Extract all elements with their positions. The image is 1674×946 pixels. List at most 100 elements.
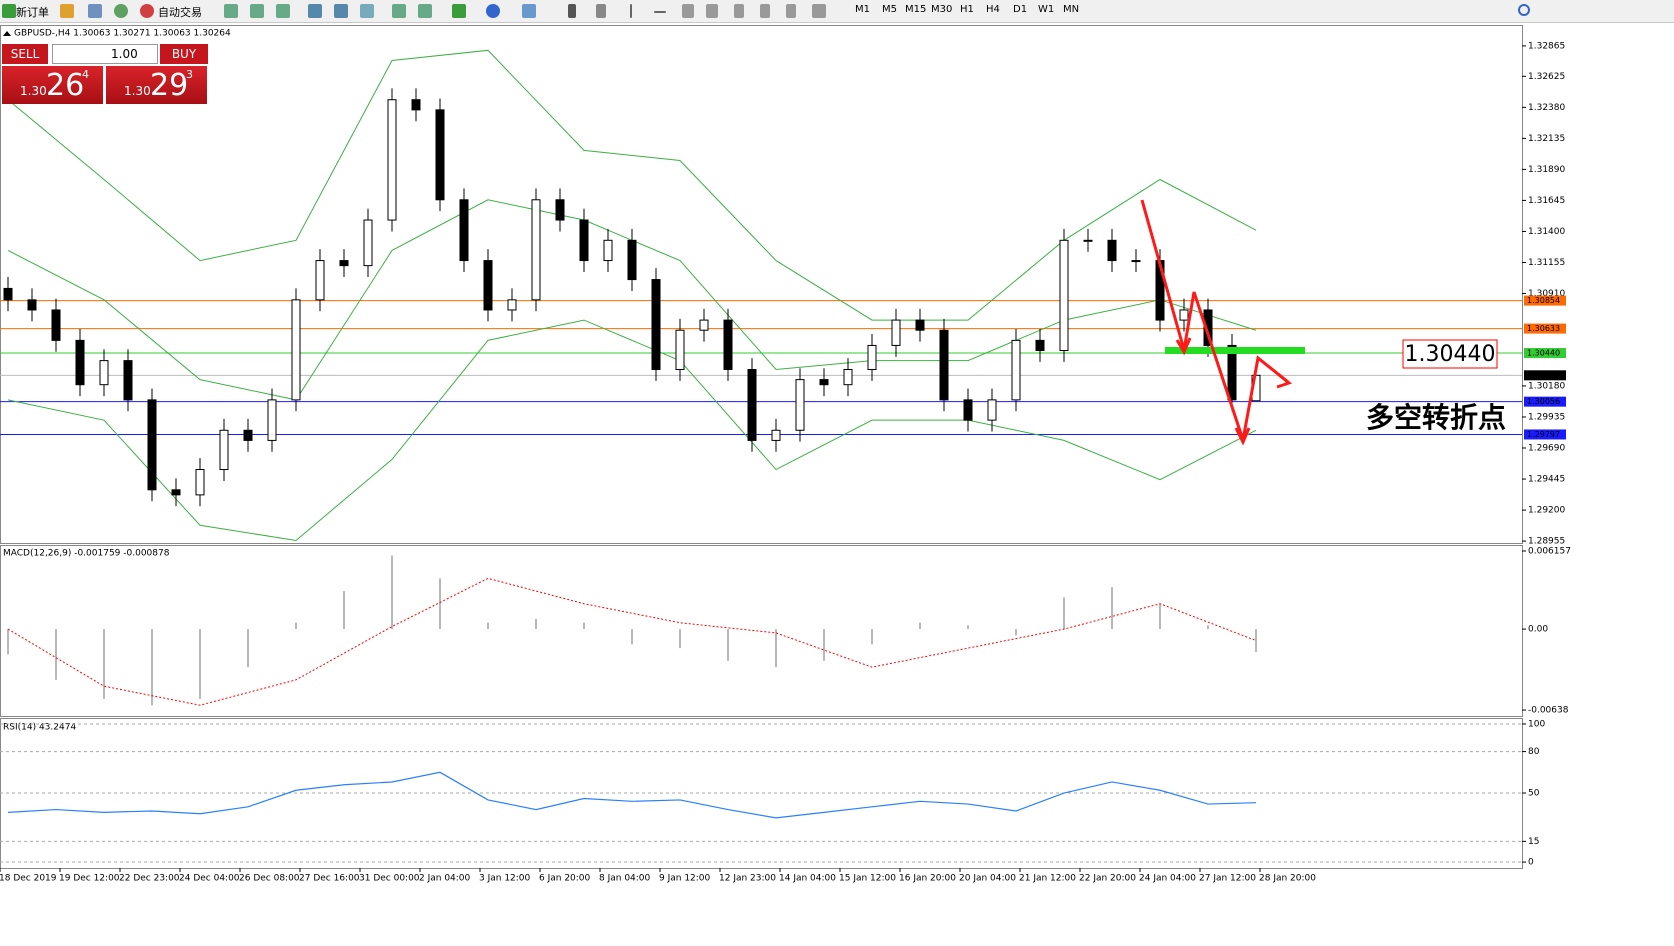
candle-body [699,319,709,331]
icon[interactable] [276,4,290,18]
chart-bg [0,24,1674,946]
icon[interactable] [250,4,264,18]
x-tick-label: 2 Jan 04:00 [419,874,471,884]
icon[interactable] [786,4,796,18]
x-tick-label: 24 Dec 04:00 [179,874,240,884]
price-big: 1.30 [124,84,151,98]
x-tick-label: 6 Jan 20:00 [539,874,591,884]
y-tick-label: 1.31890 [1528,165,1565,175]
x-tick-label: 24 Jan 04:00 [1139,874,1196,884]
timeframe[interactable]: MN [1063,4,1080,15]
bollinger-band [7,49,1257,321]
price-pip: 4 [82,68,89,81]
icon[interactable] [452,4,466,18]
level-label-bg [1524,370,1566,381]
candle-body [51,309,61,341]
y-tick-label: 0.00 [1528,625,1548,635]
y-tick-label: -0.00638 [1528,706,1569,716]
icon[interactable] [88,4,102,18]
timeframe[interactable]: W1 [1038,4,1055,15]
icon[interactable] [140,4,154,18]
x-tick-label: 9 Jan 12:00 [659,874,711,884]
y-tick-label: 1.31645 [1528,196,1565,206]
timeframe[interactable]: M30 [931,4,953,15]
level-label-bg [1524,323,1566,334]
x-tick-label: 22 Jan 20:00 [1079,874,1136,884]
candle-body [747,368,757,441]
y-tick-label: 100 [1528,719,1545,729]
icon[interactable] [654,11,666,13]
candle-body [435,109,445,201]
icon[interactable] [522,4,536,18]
y-tick-label: 80 [1528,747,1540,757]
candle-body [3,287,13,301]
level-label: 1.29797 [1527,430,1560,439]
timeframe[interactable]: M1 [855,4,870,15]
y-tick-label: 1.29445 [1528,475,1565,485]
icon[interactable] [760,4,770,18]
candle-body [459,199,469,262]
icon[interactable] [334,4,348,18]
trade-panel: SELL 1.00 BUY 1.30 26 4 1.30 29 3 [2,44,208,104]
new-order[interactable]: 新订单 [16,6,49,19]
x-tick-label: 18 Dec 2019 [0,874,57,884]
bollinger-band [7,319,1257,541]
y-tick-label: 1.30910 [1528,289,1565,299]
icon[interactable] [224,4,238,18]
lot-field[interactable]: 1.00 [52,44,158,64]
y-tick-label: 15 [1528,837,1539,847]
icon[interactable] [568,4,576,18]
ask-price[interactable]: 1.30 29 3 [106,66,207,104]
sell-button[interactable]: SELL [2,44,48,64]
lot-size[interactable]: 1.00 [111,47,138,61]
x-tick-label: 21 Jan 12:00 [1019,874,1076,884]
icon[interactable] [630,4,632,18]
icon[interactable] [486,4,500,18]
candle-body [771,429,781,441]
icon[interactable] [114,4,128,18]
timeframe[interactable]: M5 [882,4,897,15]
timeframe[interactable]: D1 [1013,4,1028,15]
x-tick-label: 27 Jan 12:00 [1199,874,1256,884]
candle-body [963,399,973,421]
y-tick-label: 1.29935 [1528,412,1565,422]
candle-body [99,360,109,386]
bid-price[interactable]: 1.30 26 4 [2,66,103,104]
icon[interactable] [308,4,322,18]
y-tick-label: 1.32625 [1528,72,1565,82]
icon[interactable] [360,4,374,18]
collapse-icon[interactable] [3,31,11,36]
candle-body [915,319,925,331]
icon[interactable] [60,4,74,18]
y-tick-label: 1.32865 [1528,41,1565,51]
candle-body [195,469,205,496]
candle-body [939,329,949,401]
price-pip: 3 [186,68,193,81]
candle-body [363,219,373,267]
icon[interactable] [418,4,432,18]
timeframe[interactable]: H4 [986,4,1000,15]
icon[interactable] [682,4,694,18]
x-tick-label: 3 Jan 12:00 [479,874,531,884]
level-label: 1.30633 [1527,324,1560,333]
candle-body [891,319,901,346]
icon[interactable] [392,4,406,18]
candle-body [819,379,829,386]
level-label-bg [1524,396,1566,407]
icon[interactable] [734,4,744,18]
buy-button[interactable]: BUY [160,44,208,64]
candle-body [171,489,181,496]
candle-body [27,299,37,311]
candle-body [651,279,661,370]
search-icon[interactable] [1518,4,1530,16]
icon[interactable] [596,4,606,18]
auto-trade[interactable]: 自动交易 [158,6,202,19]
icon[interactable] [812,4,826,18]
timeframe[interactable]: M15 [905,4,927,15]
icon[interactable] [706,4,718,18]
candle-body [147,399,157,491]
x-tick-label: 20 Jan 04:00 [959,874,1016,884]
timeframe[interactable]: H1 [960,4,974,15]
x-tick-label: 26 Dec 08:00 [239,874,300,884]
candle-body [315,260,325,301]
